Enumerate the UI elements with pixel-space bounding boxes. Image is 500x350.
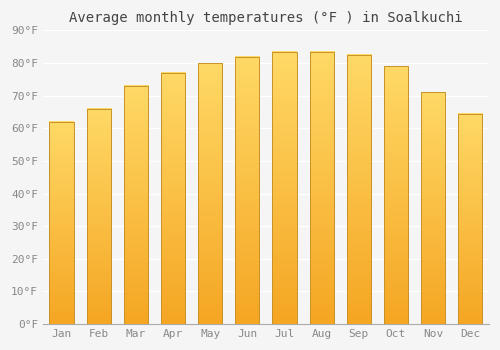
Title: Average monthly temperatures (°F ) in Soalkuchi: Average monthly temperatures (°F ) in So… [69,11,462,25]
